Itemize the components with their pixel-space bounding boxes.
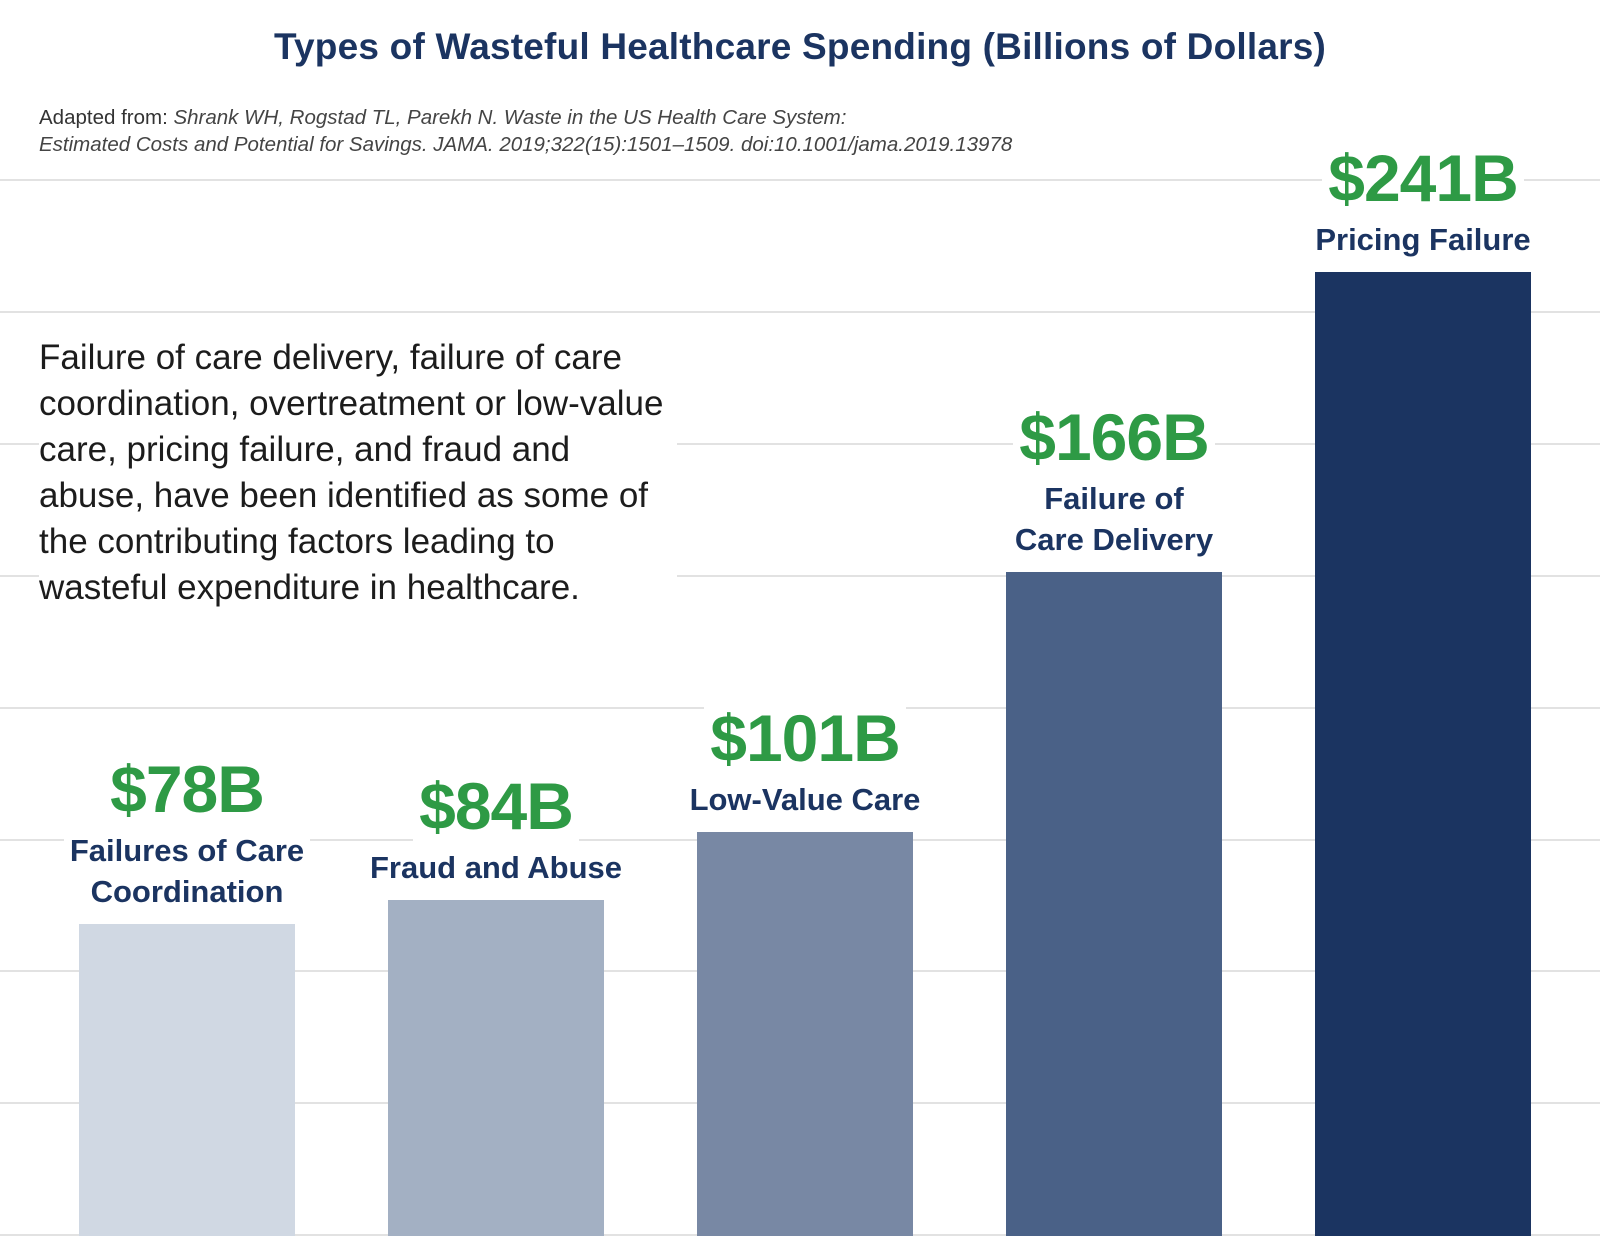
bar-value-text: $84B bbox=[413, 769, 579, 843]
source-citation-line1: Shrank WH, Rogstad TL, Parekh N. Waste i… bbox=[173, 106, 847, 129]
bars bbox=[79, 272, 1531, 1236]
bar-value-text: $166B bbox=[1013, 400, 1215, 474]
bar-4 bbox=[1006, 572, 1222, 1236]
bar-category-label: Failure of Care Delivery bbox=[934, 478, 1294, 560]
bar-1 bbox=[79, 924, 295, 1236]
bar-value-label: $101B bbox=[625, 701, 985, 775]
bar-category-label-line: Low-Value Care bbox=[683, 782, 927, 817]
bar-value-label: $84B bbox=[316, 769, 676, 843]
bar-category-label: Low-Value Care bbox=[625, 779, 985, 820]
bar-category-label: Pricing Failure bbox=[1243, 219, 1600, 260]
source-citation: Adapted from: Shrank WH, Rogstad TL, Par… bbox=[39, 104, 1189, 158]
source-label: Adapted from: bbox=[39, 106, 168, 129]
bar-value-label: $166B bbox=[934, 400, 1294, 474]
bar-3 bbox=[697, 832, 913, 1236]
bar-category-label: Fraud and Abuse bbox=[316, 847, 676, 888]
chart-title: Types of Wasteful Healthcare Spending (B… bbox=[273, 26, 1327, 67]
bar-category-label-line: Failures of Care bbox=[63, 833, 311, 868]
bar-category-label-line: Coordination bbox=[84, 874, 290, 909]
bar-category-label-line: Care Delivery bbox=[1008, 522, 1220, 557]
bar-5 bbox=[1315, 272, 1531, 1236]
bar-value-text: $78B bbox=[104, 752, 270, 826]
bar-value-text: $241B bbox=[1322, 141, 1524, 215]
source-citation-line2: Estimated Costs and Potential for Saving… bbox=[39, 133, 1013, 156]
bar-value-label: $241B bbox=[1243, 141, 1600, 215]
bar-category-label-line: Pricing Failure bbox=[1309, 222, 1537, 257]
bar-value-label: $78B bbox=[7, 752, 367, 826]
bar-category-label: Failures of Care Coordination bbox=[7, 830, 367, 912]
bar-2 bbox=[388, 900, 604, 1236]
bar-value-text: $101B bbox=[704, 701, 906, 775]
bar-category-label-line: Fraud and Abuse bbox=[363, 850, 629, 885]
bar-category-label-line: Failure of bbox=[1038, 481, 1190, 516]
description-text: Failure of care delivery, failure of car… bbox=[39, 335, 677, 611]
